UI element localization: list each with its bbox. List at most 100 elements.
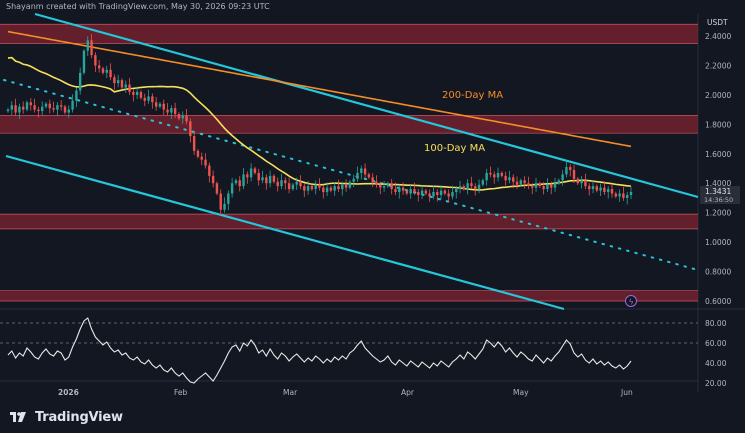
chart-credit: Shayanm created with TradingView.com, Ma…: [6, 2, 270, 11]
candle-body: [424, 190, 428, 194]
annotations: 200-Day MA 100-Day MA: [424, 90, 503, 154]
lightning-badge[interactable]: [625, 295, 637, 307]
candle: [333, 182, 336, 196]
candle-body: [572, 169, 576, 179]
candle: [470, 176, 473, 190]
candle: [272, 174, 276, 184]
time-tick: Feb: [174, 388, 188, 397]
candle-body: [356, 172, 359, 179]
candle: [234, 178, 238, 185]
candle-body: [436, 192, 439, 195]
candle-body: [470, 183, 473, 187]
zone-3: [0, 290, 698, 301]
candle-body: [299, 181, 302, 187]
candle: [550, 181, 553, 195]
candle-body: [211, 175, 215, 184]
candle: [109, 63, 112, 81]
tradingview-logo[interactable]: TradingView: [6, 408, 123, 426]
time-tick: 2026: [58, 388, 79, 397]
candle-body: [158, 103, 162, 107]
candle: [538, 181, 542, 188]
ma200-line: [7, 30, 632, 148]
candle: [75, 87, 78, 108]
candle-body: [287, 183, 291, 190]
candle: [565, 160, 568, 178]
candle: [173, 102, 177, 119]
candle: [405, 188, 409, 196]
zone-1: [0, 115, 698, 134]
lightning-icon: ϟ: [629, 298, 634, 307]
candle: [211, 170, 215, 188]
candle: [542, 182, 545, 195]
candle: [561, 170, 564, 186]
candle-body: [580, 180, 583, 184]
candle: [348, 179, 352, 190]
candle-body: [37, 109, 40, 112]
candle: [500, 171, 504, 178]
price-tag-value: 1.3431: [705, 187, 731, 196]
candle: [394, 182, 397, 195]
candle: [196, 149, 200, 159]
candle-body: [52, 108, 55, 110]
candle-body: [398, 187, 401, 193]
candle-body: [97, 65, 101, 69]
candle: [303, 183, 306, 198]
price-tag-countdown: 14:36:50: [704, 196, 733, 204]
candle-body: [360, 168, 363, 173]
candle: [120, 78, 124, 90]
candle: [6, 107, 10, 113]
candle: [382, 180, 386, 192]
candle: [295, 177, 298, 190]
candle: [477, 179, 481, 194]
candle: [306, 180, 310, 195]
price-tick: 1.4000: [705, 179, 731, 188]
candle: [572, 164, 576, 183]
candle-body: [325, 187, 329, 193]
candle-body: [322, 187, 325, 193]
candle-body: [82, 50, 86, 73]
candle-body: [249, 168, 253, 178]
candle: [97, 60, 101, 73]
candle: [63, 104, 67, 115]
candle: [428, 189, 431, 202]
candle: [493, 171, 496, 184]
candle-body: [413, 189, 416, 193]
candle-body: [496, 172, 500, 178]
candle-body: [622, 193, 625, 198]
candle-body: [420, 190, 424, 195]
zone-2: [0, 214, 698, 229]
candle: [177, 112, 181, 121]
time-tick: Mar: [283, 388, 298, 397]
candle-body: [139, 91, 143, 98]
candle-body: [200, 156, 203, 160]
candle-body: [124, 84, 127, 88]
candle-body: [512, 177, 515, 182]
candle: [71, 94, 74, 113]
price-axis-unit: USDT: [707, 18, 728, 27]
candle-body: [375, 181, 378, 185]
candle-body: [196, 150, 200, 157]
candle-body: [261, 177, 264, 181]
candle-body: [493, 174, 496, 178]
candle-body: [599, 187, 602, 191]
candle-body: [584, 180, 587, 187]
candle-body: [192, 136, 196, 151]
rsi-tick: 40.00: [705, 359, 727, 368]
candle: [215, 181, 219, 196]
candle: [603, 181, 606, 195]
candle-body: [295, 181, 298, 185]
candle: [508, 170, 511, 184]
candle: [249, 163, 253, 182]
candle-body: [379, 184, 382, 188]
candle: [287, 177, 291, 194]
candle-body: [550, 184, 553, 188]
candle: [192, 130, 196, 155]
candle-body: [451, 192, 454, 197]
candle: [94, 52, 97, 72]
candle: [390, 179, 393, 195]
price-tick: 2.2000: [705, 61, 731, 70]
price-tag-box: [700, 186, 740, 204]
candle: [595, 184, 599, 193]
candle: [371, 173, 374, 188]
